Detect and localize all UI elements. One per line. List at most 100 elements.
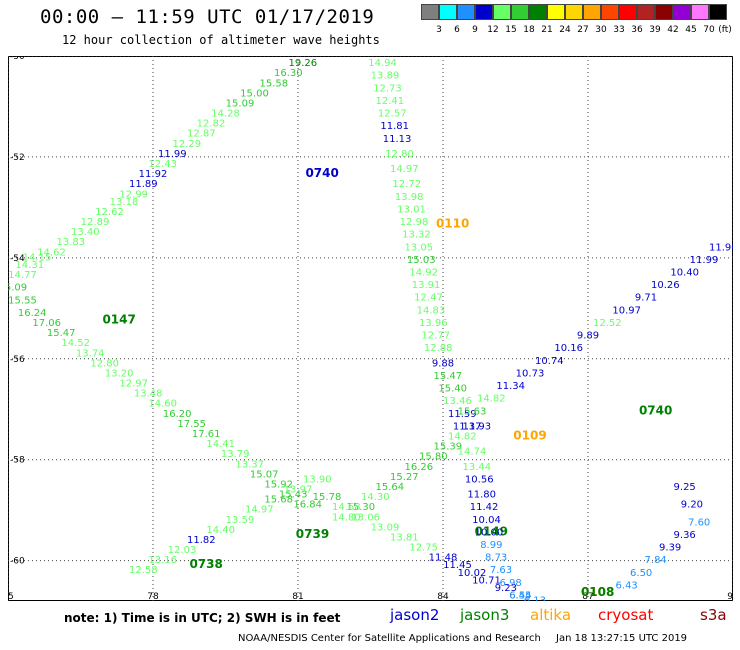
legend-swatch (709, 4, 727, 20)
swh-value: 14.40 (206, 525, 235, 536)
swh-value: 11.48 (429, 553, 458, 564)
swh-value: 13.32 (402, 230, 431, 241)
legend-label: 24 (559, 25, 571, 35)
swh-value: 11.13 (383, 134, 412, 145)
swh-value: 14.62 (37, 247, 66, 258)
swh-value: 11.59 (448, 409, 477, 420)
swh-value: 15.03 (407, 255, 436, 266)
legend-swatch (565, 4, 583, 20)
swh-value: 12.89 (81, 217, 110, 228)
swh-value: 14.80 (332, 512, 361, 523)
swh-value: 10.00 (475, 527, 504, 538)
legend-swatch (529, 4, 547, 20)
swh-value: 7.60 (688, 517, 710, 528)
swh-value: 11.99 (158, 149, 187, 160)
swh-value: 12.62 (95, 207, 124, 218)
swh-value: 12.88 (424, 343, 453, 354)
pass-time-label: 0738 (189, 557, 222, 571)
swh-value: 14.60 (148, 399, 177, 410)
swh-value: 13.48 (134, 389, 163, 400)
lat-tick-label: -56 (10, 355, 25, 365)
swh-value: 12.87 (187, 129, 216, 140)
swh-value: 12.99 (119, 189, 148, 200)
swh-value: 14.82 (477, 394, 506, 405)
swh-value: 14.94 (368, 58, 397, 69)
legend-swatch (421, 4, 439, 20)
swh-value: 13.05 (405, 242, 434, 253)
swh-value: 14.41 (206, 439, 235, 450)
swh-value: 12.58 (129, 565, 158, 576)
legend-label: 39 (649, 25, 661, 35)
swh-value: 11.45 (443, 560, 472, 571)
lat-tick-label: -58 (10, 456, 25, 466)
swh-value: 13.20 (105, 368, 134, 379)
swh-value: 11.34 (496, 381, 525, 392)
swh-value: 16.84 (293, 500, 322, 511)
swh-value: 19.26 (289, 58, 318, 69)
legend-swatch (655, 4, 673, 20)
swh-value: 12.03 (168, 545, 197, 556)
swh-value: 14.52 (61, 338, 90, 349)
swh-value: 12.43 (148, 159, 177, 170)
swh-value: 14.31 (15, 260, 44, 271)
swh-value: 6.98 (500, 578, 522, 589)
swh-value: 15.64 (376, 482, 405, 493)
swh-value: 14.30 (361, 492, 390, 503)
swh-value: 10.40 (670, 268, 699, 279)
page-subtitle: 12 hour collection of altimeter wave hei… (62, 33, 380, 47)
swh-value: 15.63 (458, 406, 487, 417)
swh-value: 11.90 (709, 242, 733, 253)
swh-value: 14.28 (211, 109, 240, 120)
swh-value: 10.74 (535, 356, 564, 367)
pass-time-label: 0109 (513, 429, 546, 443)
swh-value: 13.90 (303, 474, 332, 485)
legend-swatch (439, 4, 457, 20)
swh-value: 15.30 (347, 502, 376, 513)
swh-value: 14.68 (332, 502, 361, 513)
lon-tick-label: 90 (727, 592, 733, 601)
swh-value: 12.80 (90, 358, 119, 369)
legend-label: 30 (595, 25, 607, 35)
legend-swatch (601, 4, 619, 20)
swh-value: 15.09 (8, 283, 27, 294)
swh-value: 14.15 (23, 252, 52, 263)
swh-value: 13.96 (419, 318, 448, 329)
swh-value: 11.42 (470, 502, 499, 513)
swh-value: 7.63 (490, 565, 512, 576)
swh-value: 15.25 (366, 56, 395, 59)
swh-value: 14.77 (8, 270, 37, 281)
swh-value: 8.73 (485, 553, 507, 564)
swh-value: 15.09 (226, 98, 255, 109)
swh-value: 16.26 (405, 462, 434, 473)
swh-value: 12.57 (378, 109, 407, 120)
legend-swatch (511, 4, 529, 20)
swh-value: 9.36 (674, 530, 696, 541)
swh-value: 10.71 (472, 575, 501, 586)
altimeter-map: 75 78 81 84 87 90 -50 -52 -54 -56 -58 -60 15.09 14.77… (8, 56, 733, 601)
swh-value: 11.82 (187, 535, 216, 546)
swh-value: 6.13 (524, 596, 546, 601)
swh-value: 16.20 (163, 409, 192, 420)
lon-tick-label: 75 (8, 592, 14, 601)
lat-tick-label: -52 (10, 153, 25, 163)
swh-value: 17.06 (32, 318, 61, 329)
swh-value: 11.81 (380, 121, 409, 132)
color-legend: 3 6 9 12 15 18 21 24 27 30 33 36 39 42 45 70 (ft) (421, 4, 732, 35)
footnote: note: 1) Time is in UTC; 2) SWH is in fe… (64, 611, 341, 625)
swh-value: 12.41 (376, 96, 405, 107)
legend-label: 18 (523, 25, 535, 35)
lon-tick-label: 81 (292, 592, 303, 601)
lon-tick-label: 87 (582, 592, 593, 601)
swh-value: 15.68 (264, 495, 293, 506)
swh-value: 10.97 (612, 305, 641, 316)
swh-value: 12.75 (409, 543, 438, 554)
swh-value: 13.97 (284, 485, 313, 496)
swh-value: 12.97 (119, 379, 148, 390)
swh-value: 17.61 (192, 429, 221, 440)
swh-value: 13.98 (395, 192, 424, 203)
swh-value: 15.47 (47, 328, 76, 339)
swh-value: 15.07 (250, 469, 279, 480)
swh-value: 16.30 (274, 68, 303, 79)
swh-value: 11.92 (139, 169, 168, 180)
swh-value: 15.39 (434, 442, 463, 453)
